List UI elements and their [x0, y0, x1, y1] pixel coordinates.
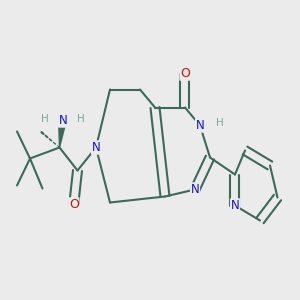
Text: O: O: [180, 67, 190, 80]
Text: O: O: [69, 198, 79, 211]
Text: H: H: [41, 114, 49, 124]
Text: N: N: [58, 114, 68, 127]
Text: H: H: [77, 115, 85, 124]
Text: N: N: [231, 199, 239, 212]
Text: N: N: [190, 183, 200, 196]
Polygon shape: [59, 124, 65, 148]
Text: N: N: [92, 141, 100, 154]
Text: H: H: [216, 118, 224, 128]
Text: N: N: [196, 119, 204, 132]
